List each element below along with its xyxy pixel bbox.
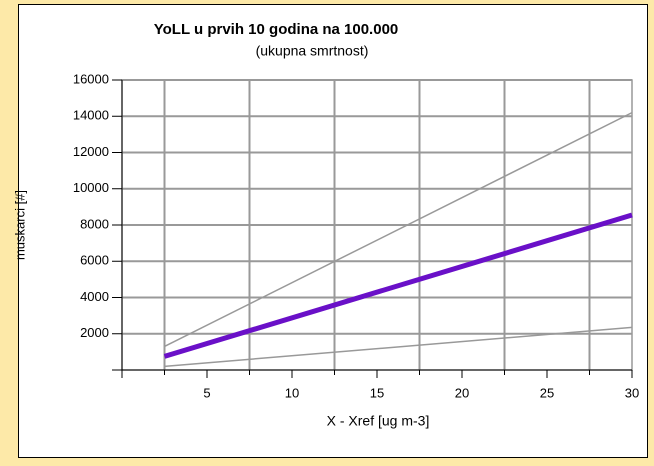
x-axis-label: X - Xref [ug m-3] <box>327 413 430 429</box>
y-tick-label: 2000 <box>80 325 109 340</box>
x-tick-label: 20 <box>455 385 469 400</box>
y-tick-label: 10000 <box>73 180 109 195</box>
x-tick-label: 15 <box>370 385 384 400</box>
x-tick-label: 30 <box>625 385 639 400</box>
chart-subtitle: (ukupna smrtnost) <box>256 43 369 59</box>
y-tick-label: 6000 <box>80 253 109 268</box>
y-tick-label: 4000 <box>80 289 109 304</box>
x-tick-label: 10 <box>285 385 299 400</box>
y-tick-label: 12000 <box>73 144 109 159</box>
series-line <box>163 212 633 359</box>
y-tick-label: 16000 <box>73 71 109 86</box>
y-tick-label: 14000 <box>73 108 109 123</box>
series-line <box>164 111 633 348</box>
y-axis-label: muskarci [#] <box>12 190 27 260</box>
x-tick-label: 5 <box>203 385 210 400</box>
y-tick-label: 8000 <box>80 216 109 231</box>
series-line <box>164 326 633 368</box>
x-tick-label: 25 <box>540 385 554 400</box>
chart-title: YoLL u prvih 10 godina na 100.000 <box>154 21 399 38</box>
